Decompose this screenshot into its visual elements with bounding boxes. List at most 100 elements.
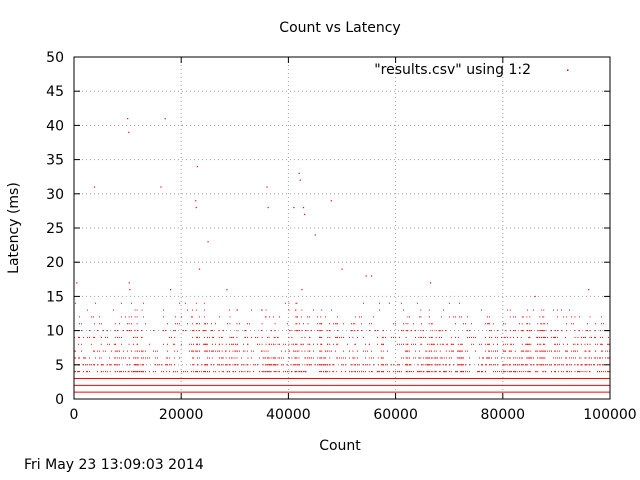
data-point	[541, 309, 543, 311]
data-point	[357, 364, 358, 366]
data-point	[530, 343, 532, 345]
data-point	[173, 330, 174, 332]
data-point	[341, 371, 342, 373]
data-point	[277, 357, 279, 359]
data-point	[89, 377, 90, 379]
data-point	[413, 371, 414, 373]
data-point	[174, 364, 176, 366]
data-point	[294, 350, 296, 352]
data-point	[195, 350, 196, 352]
data-point	[431, 343, 433, 345]
data-point	[301, 330, 303, 332]
data-point	[155, 350, 156, 352]
data-point	[347, 343, 348, 345]
data-point	[577, 350, 578, 352]
data-point	[84, 377, 85, 379]
data-point	[107, 330, 108, 332]
data-point	[268, 371, 270, 373]
data-point	[496, 377, 497, 379]
data-point	[361, 323, 362, 325]
data-point	[155, 357, 156, 359]
data-point	[274, 371, 276, 373]
data-point	[139, 364, 141, 366]
data-point	[117, 371, 118, 373]
outlier-point	[127, 118, 129, 120]
data-point	[341, 357, 342, 359]
data-point	[261, 309, 263, 311]
data-point	[459, 350, 460, 352]
data-point	[352, 350, 354, 352]
data-point	[261, 309, 262, 311]
data-point	[307, 316, 308, 318]
data-point	[265, 350, 267, 352]
data-point	[405, 330, 407, 332]
data-point	[451, 350, 453, 352]
data-point	[323, 364, 325, 366]
data-point	[419, 316, 420, 318]
data-point	[203, 336, 205, 338]
data-point	[129, 377, 131, 379]
data-point	[495, 371, 496, 373]
data-point	[329, 364, 331, 366]
data-point	[145, 350, 146, 352]
data-point	[221, 357, 223, 359]
data-point	[243, 364, 244, 366]
data-point	[262, 357, 264, 359]
data-point	[578, 371, 580, 373]
data-point	[208, 377, 210, 379]
x-tick-label: 60000	[373, 407, 418, 423]
data-point	[504, 343, 506, 345]
data-point	[109, 377, 111, 379]
data-point	[222, 364, 224, 366]
data-point	[79, 377, 80, 379]
data-point	[135, 371, 137, 373]
data-point	[327, 336, 329, 338]
data-point	[101, 364, 103, 366]
data-point	[421, 371, 423, 373]
data-point	[449, 316, 450, 318]
data-point	[380, 364, 382, 366]
data-point	[298, 377, 300, 379]
data-point	[101, 377, 103, 379]
data-point	[311, 364, 312, 366]
data-point	[601, 316, 602, 318]
data-point	[253, 371, 254, 373]
data-point	[247, 336, 248, 338]
data-point	[453, 316, 454, 318]
data-point	[594, 323, 596, 325]
data-point	[522, 330, 524, 332]
legend: "results.csv" using 1:2	[374, 62, 569, 78]
data-point	[121, 302, 122, 304]
data-point	[239, 323, 240, 325]
data-point	[443, 371, 444, 373]
data-point	[437, 343, 438, 345]
data-point	[382, 336, 384, 338]
data-point	[257, 336, 258, 338]
data-point	[78, 343, 79, 345]
data-point	[320, 371, 322, 373]
data-point	[503, 343, 504, 345]
outlier-point	[370, 275, 373, 277]
data-point	[118, 377, 120, 379]
data-point	[368, 371, 370, 373]
data-point	[309, 357, 311, 359]
data-point	[598, 371, 600, 373]
data-point	[274, 364, 276, 366]
data-point	[175, 330, 176, 332]
data-point	[455, 323, 456, 325]
outlier-point	[330, 200, 332, 202]
data-point	[208, 350, 210, 352]
data-point	[557, 377, 559, 379]
data-point	[467, 336, 468, 338]
data-point	[544, 330, 546, 332]
data-point	[169, 364, 170, 366]
outlier-point	[341, 268, 343, 270]
data-point	[134, 316, 136, 318]
data-point	[174, 357, 176, 359]
data-point	[309, 336, 311, 338]
data-point	[78, 357, 79, 359]
data-point	[349, 357, 350, 359]
data-point	[430, 371, 432, 373]
data-point	[298, 364, 300, 366]
data-point	[100, 357, 102, 359]
